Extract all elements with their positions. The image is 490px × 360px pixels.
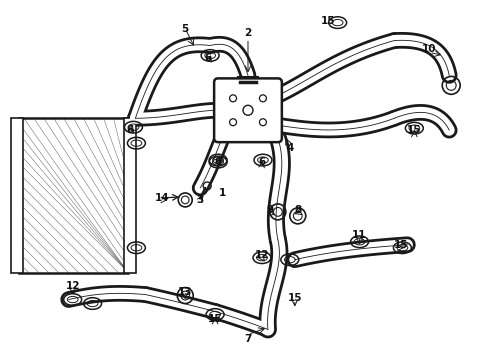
- Text: 3: 3: [196, 195, 204, 205]
- Text: 15: 15: [407, 125, 421, 135]
- Text: 10: 10: [422, 44, 437, 54]
- FancyBboxPatch shape: [214, 78, 282, 142]
- Text: 6: 6: [215, 157, 222, 167]
- Text: 15: 15: [320, 15, 335, 26]
- Text: 9: 9: [267, 205, 273, 215]
- Text: 1: 1: [219, 188, 226, 198]
- Text: 11: 11: [352, 230, 367, 240]
- Text: 6: 6: [204, 54, 212, 63]
- Text: 12: 12: [255, 250, 269, 260]
- Text: 13: 13: [178, 287, 193, 297]
- Text: 8: 8: [294, 205, 301, 215]
- Text: 2: 2: [245, 28, 251, 37]
- Bar: [124, 118, 136, 273]
- Bar: [11, 118, 23, 273]
- Text: 6: 6: [127, 125, 134, 135]
- Text: 7: 7: [245, 334, 252, 345]
- Text: 15: 15: [394, 240, 409, 250]
- Text: 4: 4: [286, 143, 294, 153]
- Bar: [19, 118, 128, 273]
- Text: 15: 15: [208, 314, 222, 324]
- Text: 6: 6: [258, 157, 266, 167]
- Text: 15: 15: [288, 293, 302, 302]
- Text: 14: 14: [155, 193, 170, 203]
- Text: 5: 5: [182, 24, 189, 33]
- Text: 12: 12: [66, 280, 80, 291]
